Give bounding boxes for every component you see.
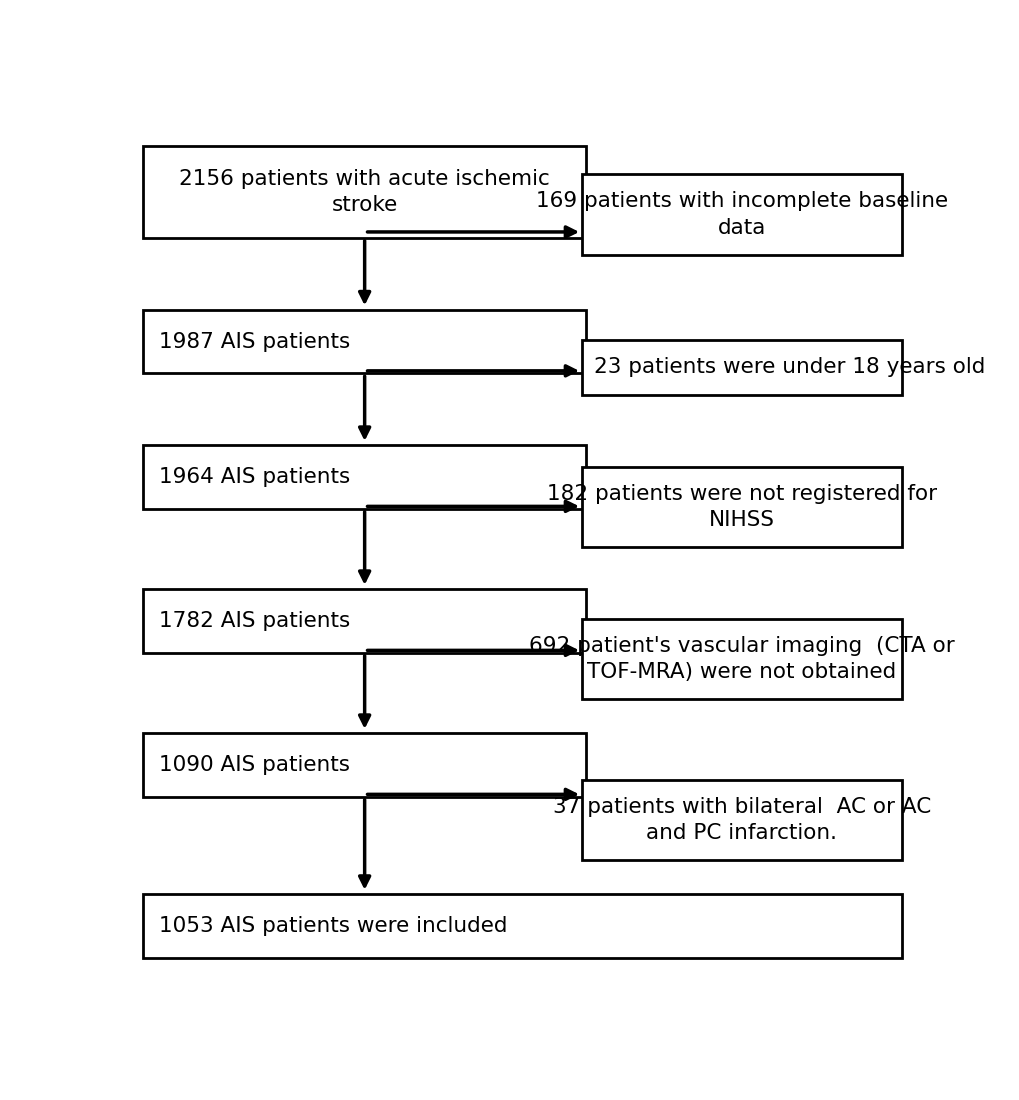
Text: 1053 AIS patients were included: 1053 AIS patients were included	[159, 916, 507, 936]
FancyBboxPatch shape	[582, 466, 902, 547]
FancyBboxPatch shape	[143, 446, 586, 509]
FancyBboxPatch shape	[143, 146, 586, 238]
FancyBboxPatch shape	[143, 310, 586, 373]
Text: 692 patient's vascular imaging  (CTA or
TOF-MRA) were not obtained: 692 patient's vascular imaging (CTA or T…	[528, 636, 954, 682]
Text: 2156 patients with acute ischemic
stroke: 2156 patients with acute ischemic stroke	[179, 169, 549, 216]
FancyBboxPatch shape	[143, 734, 586, 796]
Text: 182 patients were not registered for
NIHSS: 182 patients were not registered for NIH…	[546, 484, 935, 530]
Text: 1090 AIS patients: 1090 AIS patients	[159, 755, 350, 775]
FancyBboxPatch shape	[143, 894, 902, 958]
Text: 1964 AIS patients: 1964 AIS patients	[159, 468, 351, 487]
Text: 37 patients with bilateral  AC or AC
and PC infarction.: 37 patients with bilateral AC or AC and …	[552, 798, 930, 844]
Text: 1782 AIS patients: 1782 AIS patients	[159, 612, 351, 631]
FancyBboxPatch shape	[582, 174, 902, 255]
Text: 169 patients with incomplete baseline
data: 169 patients with incomplete baseline da…	[535, 191, 947, 238]
FancyBboxPatch shape	[582, 340, 902, 395]
Text: 1987 AIS patients: 1987 AIS patients	[159, 331, 351, 352]
FancyBboxPatch shape	[582, 619, 902, 700]
FancyBboxPatch shape	[143, 590, 586, 653]
Text: 23 patients were under 18 years old: 23 patients were under 18 years old	[593, 358, 984, 377]
FancyBboxPatch shape	[582, 780, 902, 860]
